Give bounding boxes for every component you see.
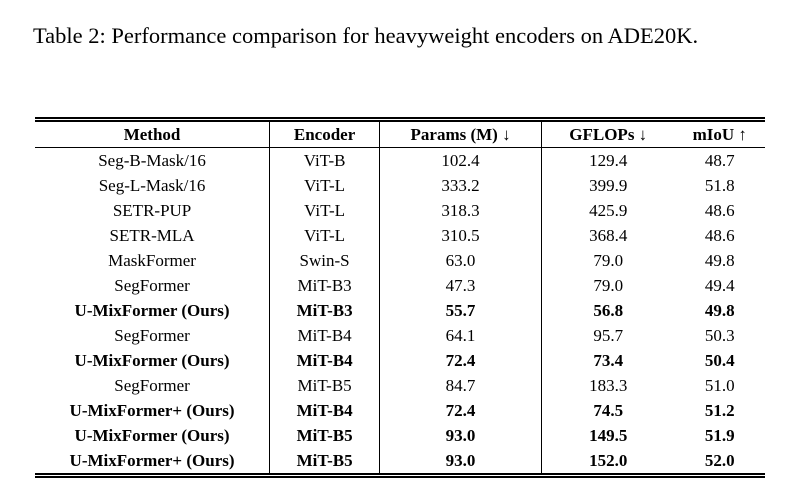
cell-miou: 50.3 (704, 325, 735, 345)
cell-miou: 50.4 (704, 350, 735, 370)
table-row: SETR-PUP ViT-L 318.3 425.9 48.6 (35, 198, 765, 223)
cell-miou: 49.8 (704, 300, 735, 320)
cell-encoder: ViT-L (269, 223, 381, 248)
cell-method: SETR-PUP (35, 198, 271, 223)
cell-params: 102.4 (379, 147, 543, 173)
cell-params: 63.0 (379, 248, 543, 273)
cell-method: Seg-B-Mask/16 (35, 147, 271, 173)
cell-gflops: 152.0 (589, 450, 628, 470)
table-head: Method Encoder Params (M) ↓ GFLOPs ↓ mIo… (35, 119, 765, 148)
cell-miou: 52.0 (704, 450, 735, 470)
cell-gflops: 399.9 (589, 175, 628, 195)
table-row: Seg-B-Mask/16 ViT-B 102.4 129.4 48.7 (35, 147, 765, 173)
cell-miou: 48.6 (704, 200, 735, 220)
cell-gflops: 183.3 (589, 375, 628, 395)
table-row: MaskFormer Swin-S 63.0 79.0 49.8 (35, 248, 765, 273)
table-row: U-MixFormer (Ours) MiT-B4 72.4 73.4 50.4 (35, 348, 765, 373)
cell-encoder: ViT-L (269, 173, 381, 198)
table-body: Seg-B-Mask/16 ViT-B 102.4 129.4 48.7 Seg-L-Ma… (35, 147, 765, 476)
cell-params: 318.3 (379, 198, 543, 223)
cell-params: 84.7 (379, 373, 543, 398)
col-header-miou: mIoU ↑ (692, 124, 747, 144)
cell-miou: 49.8 (704, 250, 735, 270)
cell-miou: 51.8 (704, 175, 735, 195)
cell-method: U-MixFormer (Ours) (35, 348, 271, 373)
cell-encoder: MiT-B3 (269, 298, 381, 323)
cell-params: 93.0 (379, 448, 543, 476)
cell-params: 333.2 (379, 173, 543, 198)
cell-encoder: MiT-B3 (269, 273, 381, 298)
cell-gflops: 79.0 (593, 275, 624, 295)
cell-gflops: 149.5 (589, 425, 628, 445)
cell-params: 55.7 (379, 298, 543, 323)
cell-gflops: 129.4 (589, 150, 628, 170)
cell-encoder: ViT-B (269, 147, 381, 173)
cell-method: U-MixFormer+ (Ours) (35, 448, 271, 476)
cell-params: 72.4 (379, 348, 543, 373)
cell-method: U-MixFormer (Ours) (35, 298, 271, 323)
cell-params: 310.5 (379, 223, 543, 248)
col-header-encoder: Encoder (269, 119, 381, 148)
cell-params: 64.1 (379, 323, 543, 348)
cell-miou: 49.4 (704, 275, 735, 295)
cell-gflops: 73.4 (593, 350, 624, 370)
table-caption: Table 2: Performance comparison for heav… (33, 23, 699, 48)
cell-method: SegFormer (35, 273, 271, 298)
table-row: U-MixFormer (Ours) MiT-B5 93.0 149.5 51.9 (35, 423, 765, 448)
cell-encoder: MiT-B5 (269, 423, 381, 448)
table-row: U-MixFormer+ (Ours) MiT-B5 93.0 152.0 52.0 (35, 448, 765, 476)
cell-gflops: 74.5 (593, 400, 624, 420)
cell-method: SegFormer (35, 323, 271, 348)
cell-encoder: MiT-B4 (269, 348, 381, 373)
table-row: U-MixFormer (Ours) MiT-B3 55.7 56.8 49.8 (35, 298, 765, 323)
cell-encoder: MiT-B4 (269, 323, 381, 348)
cell-method: SegFormer (35, 373, 271, 398)
cell-miou: 48.7 (704, 150, 735, 170)
table-row: Seg-L-Mask/16 ViT-L 333.2 399.9 51.8 (35, 173, 765, 198)
col-header-gflops: GFLOPs ↓ (569, 124, 648, 144)
cell-encoder: ViT-L (269, 198, 381, 223)
cell-miou: 51.2 (704, 400, 735, 420)
col-header-method: Method (35, 119, 271, 148)
cell-params: 93.0 (379, 423, 543, 448)
cell-method: MaskFormer (35, 248, 271, 273)
col-header-params: Params (M) ↓ (379, 119, 543, 148)
cell-params: 72.4 (379, 398, 543, 423)
cell-gflops: 79.0 (593, 250, 624, 270)
table-row: SETR-MLA ViT-L 310.5 368.4 48.6 (35, 223, 765, 248)
table-row: SegFormer MiT-B4 64.1 95.7 50.3 (35, 323, 765, 348)
cell-encoder: Swin-S (269, 248, 381, 273)
cell-method: U-MixFormer+ (Ours) (35, 398, 271, 423)
cell-encoder: MiT-B5 (269, 448, 381, 476)
header-row: Method Encoder Params (M) ↓ GFLOPs ↓ mIo… (35, 119, 765, 148)
cell-method: Seg-L-Mask/16 (35, 173, 271, 198)
cell-encoder: MiT-B5 (269, 373, 381, 398)
cell-method: U-MixFormer (Ours) (35, 423, 271, 448)
cell-gflops: 95.7 (593, 325, 624, 345)
table-row: SegFormer MiT-B3 47.3 79.0 49.4 (35, 273, 765, 298)
cell-encoder: MiT-B4 (269, 398, 381, 423)
cell-params: 47.3 (379, 273, 543, 298)
table-row: SegFormer MiT-B5 84.7 183.3 51.0 (35, 373, 765, 398)
results-table: Method Encoder Params (M) ↓ GFLOPs ↓ mIo… (35, 117, 765, 478)
cell-miou: 48.6 (704, 225, 735, 245)
table-row: U-MixFormer+ (Ours) MiT-B4 72.4 74.5 51.2 (35, 398, 765, 423)
cell-miou: 51.9 (704, 425, 735, 445)
cell-method: SETR-MLA (35, 223, 271, 248)
cell-gflops: 425.9 (589, 200, 628, 220)
cell-miou: 51.0 (704, 375, 735, 395)
cell-gflops: 56.8 (593, 300, 624, 320)
cell-gflops: 368.4 (589, 225, 628, 245)
